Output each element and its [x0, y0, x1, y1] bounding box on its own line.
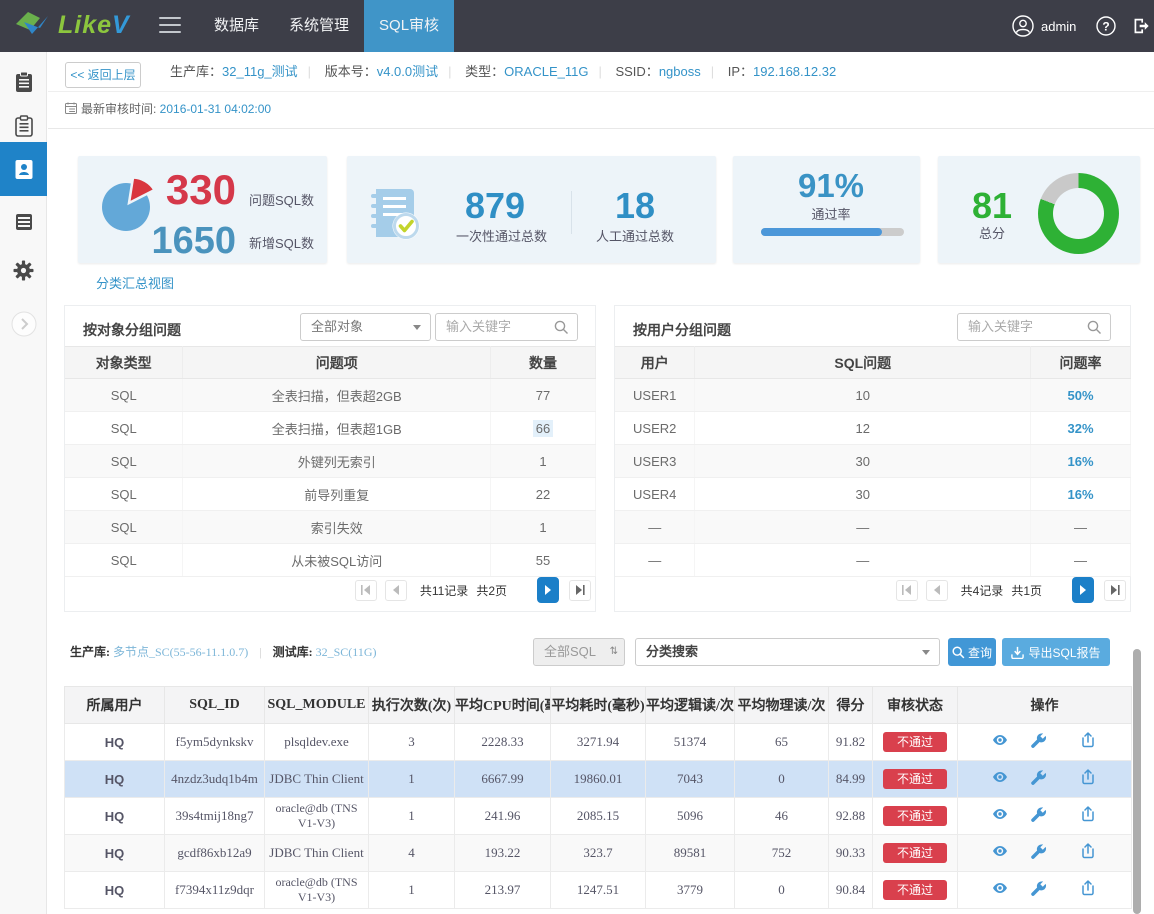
svg-text:?: ? [1103, 20, 1110, 34]
